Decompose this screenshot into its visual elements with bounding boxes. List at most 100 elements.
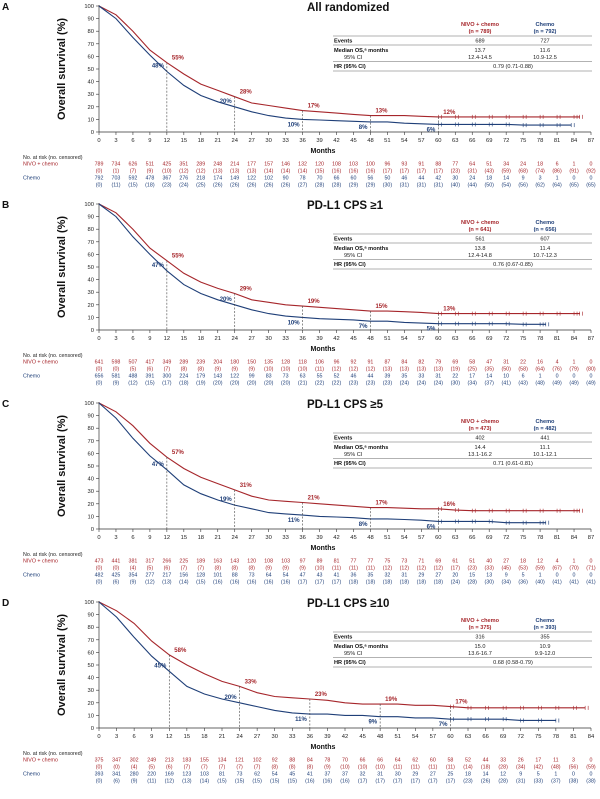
x-tick-label: 0 — [97, 535, 100, 541]
risk-chemo-count: 5 — [537, 772, 540, 778]
risk-table-header: No. at risk (no. censored) — [23, 751, 83, 757]
x-tick-label: 72 — [517, 734, 523, 740]
risk-nivo-censored: (31) — [468, 169, 478, 175]
risk-chemo-count: 64 — [266, 573, 272, 579]
risk-nivo-censored: (13) — [434, 367, 444, 373]
chemo-landmark-label: 8% — [359, 125, 368, 131]
risk-chemo-censored: (29) — [366, 183, 376, 189]
risk-nivo-censored: (71) — [586, 566, 596, 572]
y-tick-label: 10 — [88, 713, 94, 719]
chemo-landmark-label: 20% — [220, 99, 233, 105]
risk-nivo-count: 77 — [367, 559, 373, 565]
risk-nivo-censored: (9) — [324, 765, 331, 771]
risk-nivo-censored: (12) — [196, 169, 206, 175]
x-tick-label: 21 — [215, 535, 221, 541]
risk-chemo-count: 128 — [196, 573, 205, 579]
risk-nivo-censored: (13) — [417, 367, 427, 373]
chemo-landmark-label: 6% — [427, 524, 436, 530]
risk-nivo-censored: (15) — [315, 169, 325, 175]
table-cell-chemo: 441 — [540, 436, 549, 442]
risk-chemo-count: 102 — [264, 176, 273, 182]
risk-nivo-count: 0 — [590, 758, 593, 764]
x-tick-label: 36 — [299, 336, 305, 342]
col-header-nivo: NIVO + chemo — [461, 419, 500, 425]
x-tick-label: 9 — [148, 336, 151, 342]
risk-nivo-censored: (17) — [383, 169, 393, 175]
table-cell-nivo: 561 — [475, 237, 484, 243]
col-n-nivo: (n = 789) — [469, 29, 492, 35]
x-tick-label: 48 — [367, 535, 373, 541]
risk-nivo-count: 6 — [556, 162, 559, 168]
risk-chemo-count: 3 — [539, 176, 542, 182]
risk-nivo-censored: (11) — [349, 566, 358, 572]
risk-nivo-censored: (0) — [113, 765, 120, 771]
y-tick-label: 20 — [88, 105, 94, 111]
x-tick-label: 60 — [435, 535, 441, 541]
x-tick-label: 15 — [181, 138, 187, 144]
risk-chemo-count: 277 — [145, 573, 154, 579]
risk-nivo-censored: (11) — [315, 367, 324, 373]
risk-label-chemo: Chemo — [23, 176, 40, 182]
risk-chemo-count: 83 — [266, 374, 272, 380]
nivo-landmark-label: 19% — [308, 299, 321, 305]
risk-nivo-censored: (4) — [130, 566, 137, 572]
x-tick-label: 51 — [384, 336, 390, 342]
risk-nivo-censored: (48) — [551, 765, 561, 771]
risk-chemo-censored: (26) — [264, 183, 274, 189]
risk-nivo-count: 66 — [377, 758, 383, 764]
risk-nivo-count: 44 — [483, 758, 489, 764]
risk-nivo-censored: (0) — [113, 566, 120, 572]
table-row-label: Median OS,ᵃ months — [334, 644, 388, 650]
risk-chemo-count: 9 — [505, 573, 508, 579]
risk-nivo-count: 64 — [469, 162, 475, 168]
risk-chemo-count: 478 — [145, 176, 154, 182]
risk-nivo-censored: (12) — [179, 169, 189, 175]
x-tick-label: 42 — [342, 734, 348, 740]
risk-chemo-count: 220 — [147, 772, 156, 778]
risk-nivo-censored: (11) — [332, 566, 341, 572]
x-tick-label: 84 — [571, 535, 578, 541]
risk-table-header: No. at risk (no. censored) — [23, 353, 83, 359]
risk-nivo-censored: (58) — [518, 367, 528, 373]
nivo-landmark-label: 17% — [455, 700, 468, 706]
risk-nivo-censored: (6) — [164, 566, 171, 572]
risk-nivo-count: 12 — [537, 559, 543, 565]
risk-chemo-count: 122 — [247, 176, 256, 182]
risk-nivo-censored: (14) — [463, 765, 473, 771]
risk-chemo-censored: (19) — [196, 381, 206, 387]
risk-nivo-censored: (17) — [417, 169, 427, 175]
risk-nivo-censored: (4) — [131, 765, 138, 771]
chemo-landmark-label: 10% — [288, 122, 301, 128]
panel-title: All randomized — [307, 2, 389, 14]
risk-chemo-count: 56 — [367, 176, 373, 182]
x-tick-label: 6 — [131, 138, 134, 144]
x-tick-label: 18 — [198, 138, 204, 144]
y-tick-label: 90 — [88, 414, 94, 420]
risk-chemo-censored: (31) — [434, 183, 444, 189]
x-tick-label: 54 — [401, 336, 408, 342]
risk-nivo-count: 84 — [307, 758, 313, 764]
risk-nivo-censored: (59) — [586, 765, 596, 771]
x-tick-label: 3 — [115, 734, 118, 740]
chemo-landmark-label: 20% — [220, 297, 233, 303]
risk-chemo-count: 14 — [483, 772, 489, 778]
risk-nivo-censored: (14) — [298, 169, 308, 175]
risk-nivo-censored: (9) — [265, 566, 272, 572]
x-tick-label: 36 — [299, 138, 305, 144]
risk-chemo-count: 13 — [486, 573, 492, 579]
chemo-landmark-label: 9% — [368, 720, 377, 726]
hr-value: 0.79 (0.71-0.88) — [493, 64, 533, 70]
risk-nivo-count: 177 — [247, 162, 256, 168]
risk-nivo-count: 626 — [129, 162, 138, 168]
risk-chemo-censored: (34) — [468, 381, 478, 387]
risk-nivo-censored: (13) — [230, 169, 240, 175]
risk-nivo-count: 1 — [573, 559, 576, 565]
risk-nivo-count: 317 — [145, 559, 154, 565]
risk-nivo-censored: (23) — [451, 169, 461, 175]
risk-chemo-censored: (49) — [586, 381, 596, 387]
risk-chemo-count: 391 — [145, 374, 154, 380]
risk-nivo-count: 417 — [145, 360, 154, 366]
risk-nivo-censored: (91) — [569, 169, 579, 175]
x-tick-label: 60 — [435, 138, 441, 144]
